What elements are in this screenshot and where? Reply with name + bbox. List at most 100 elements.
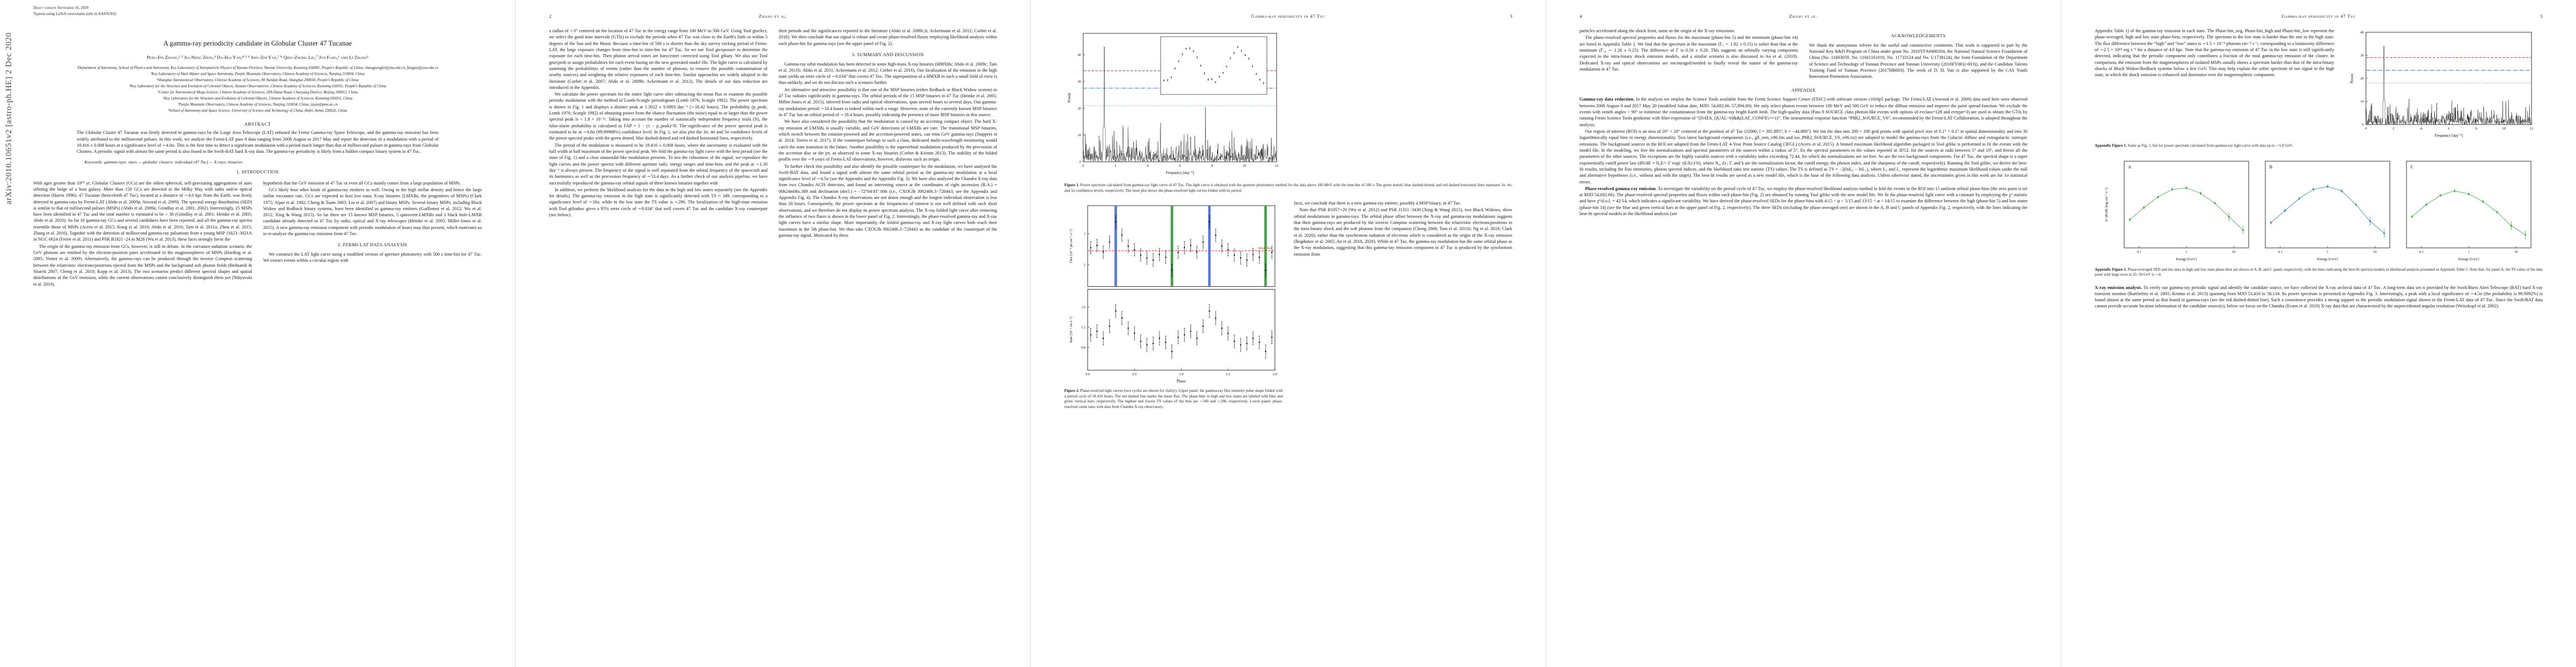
page2-left-column: a radius of ∼3° centered on the location… (549, 28, 768, 239)
running-title: Zhang et al. (759, 13, 788, 19)
svg-text:10: 10 (2514, 251, 2518, 254)
svg-text:1.6: 1.6 (1082, 306, 1086, 309)
figure1-power-spectrum-plot: 0 2 4 6 8 10 12 0 10 20 30 40 Frequency [day⁻¹] Power (1068, 33, 1278, 175)
page-4: 4 Zhang et al. particles accelerated alo… (1546, 0, 2061, 667)
appendix-subheading: X-ray emission analysis. (2095, 285, 2142, 290)
svg-text:0.8: 0.8 (1082, 346, 1086, 350)
svg-text:Frequency [day⁻¹]: Frequency [day⁻¹] (1165, 171, 1193, 175)
draft-version-line: Draft version September 16, 2020 (33, 6, 89, 10)
svg-text:2: 2 (1114, 165, 1116, 168)
body-paragraph: We construct the LAT light curve using a… (263, 252, 482, 263)
body-paragraph: To further check this possibility and al… (779, 163, 997, 238)
body-paragraph: The phase-resolved spectral properties a… (1580, 35, 1798, 72)
acknowledgements-text: We thank the anonymous referee for the u… (1809, 42, 2027, 79)
svg-text:1: 1 (2468, 251, 2470, 254)
svg-text:20: 20 (2360, 77, 2364, 81)
affiliation: ⁷Purple Mountain Observatory, Chinese Ac… (177, 103, 338, 107)
svg-text:10: 10 (2360, 101, 2364, 104)
appendix-figure2-sed-panels-plot: A 0.1 1 10 Energy [GeV] B 0.1 1 10 Energy [GeV] C 0… (2105, 161, 2532, 261)
figure2-folded-lightcurve-plot: mean flux 2 3 Flux [10⁻⁸ ph cm⁻² s⁻¹] 0.8 1.2… (1069, 205, 1277, 384)
section-heading-introduction: 1. INTRODUCTION (236, 169, 279, 175)
running-title: Zhang et al. (1789, 13, 1818, 19)
figure-1-container: 0 2 4 6 8 10 12 0 10 20 30 40 Frequency [day⁻¹] Power (1064, 29, 1283, 179)
body-paragraph: GCs likely host other kinds of gamma-ray… (263, 187, 482, 237)
body-paragraph: In addition, we perform the likelihood a… (549, 187, 768, 218)
svg-text:0.1: 0.1 (2278, 251, 2283, 254)
figure-2-label: Figure 2. (1064, 389, 1079, 394)
running-head: 4 Zhang et al. (1580, 13, 2027, 19)
appendix-figure-1-caption: Appendix Figure 1. Same as Fig. 1, but f… (2095, 143, 2293, 148)
draft-stamp: Draft version September 16, 2020 Typeset… (33, 5, 116, 17)
svg-text:0.5: 0.5 (1132, 372, 1137, 376)
body-paragraph: their periods and the significances repo… (779, 28, 997, 46)
author-list: Peng-Fei Zhang,¹ ² Jia-Neng Zhou,³ Da-Ha… (146, 54, 369, 61)
abstract-text: The Globular Cluster 47 Tucanae was firs… (77, 130, 439, 155)
affiliation: ⁶Key Laboratory for the Structure and Ev… (162, 97, 353, 101)
body-paragraph: hypothesis that the GeV emission of 47 T… (263, 180, 461, 186)
page3-left-column: mean flux 2 3 Flux [10⁻⁸ ph cm⁻² s⁻¹] 0.8 1.2… (1064, 200, 1283, 410)
svg-text:Energy [GeV]: Energy [GeV] (2176, 257, 2196, 261)
svg-text:0: 0 (1079, 161, 1081, 164)
svg-text:1.2: 1.2 (1082, 326, 1086, 330)
svg-text:8: 8 (1211, 165, 1213, 168)
svg-text:1: 1 (2327, 251, 2329, 254)
section-heading-summary: 3. SUMMARY AND DISCUSSION (851, 52, 924, 57)
figure-1-caption: Figure 1. Power spectrum calculated from… (1064, 183, 1513, 193)
body-paragraph: With ages greater than 10¹⁰ yr, Globular… (33, 180, 252, 242)
affiliation: ⁵Center for Astronomical Mega-Science, C… (157, 91, 358, 95)
svg-text:40: 40 (2360, 31, 2364, 34)
running-title: Gamma-ray periodicity in 47 Tuc (2281, 13, 2356, 19)
svg-text:12: 12 (1275, 165, 1278, 168)
svg-text:2: 2 (1084, 263, 1085, 267)
appendix-subheading: Phase-resolved gamma-ray emission. (1585, 186, 1657, 191)
body-paragraph: An alternative and attractive possibilit… (779, 87, 997, 118)
body-paragraph: The origin of the gamma-ray emission fro… (33, 243, 252, 287)
body-paragraph: facts, we conclude that there is a new g… (1294, 201, 1462, 206)
section-heading-data-analysis: 2. FERMI-LAT DATA ANALYSIS (337, 242, 407, 248)
svg-text:0: 0 (2365, 127, 2367, 131)
page-number: 4 (1580, 13, 1582, 19)
appendix-figure-1-container: 0 2 4 6 8 10 12 0 10 20 30 40 Frequency [day⁻¹] Power (2343, 28, 2543, 142)
svg-text:1: 1 (2186, 251, 2188, 254)
body-paragraph: a radius of ∼3° centered on the location… (549, 28, 768, 90)
appendix-figure-1-label: Appendix Figure 1. (2095, 143, 2127, 148)
svg-text:Phase: Phase (1177, 379, 1185, 384)
page1-right-column: hypothesis that the GeV emission of 47 T… (263, 180, 482, 288)
svg-text:A: A (2128, 165, 2131, 170)
appendix-figure1-power-spectrum-plot: 0 2 4 6 8 10 12 0 10 20 30 40 Frequency [day⁻¹] Power (2350, 31, 2533, 138)
svg-text:3: 3 (1084, 232, 1085, 236)
typeset-line: Typeset using LaTeX twocolumn style in A… (33, 11, 117, 16)
page-number: 5 (2540, 13, 2543, 19)
appendix-paragraph: Phase-resolved gamma-ray emission. To in… (1580, 186, 2027, 217)
svg-text:1.0: 1.0 (1179, 372, 1184, 376)
appendix-figure-2-caption: Appendix Figure 2. Phase-averaged SED an… (2095, 267, 2543, 277)
svg-text:6: 6 (1179, 165, 1180, 168)
svg-text:mean flux: mean flux (1258, 246, 1272, 250)
svg-text:10: 10 (1243, 165, 1246, 168)
svg-text:40: 40 (1078, 54, 1081, 57)
page3-right-column: facts, we conclude that there is a new g… (1294, 200, 1512, 410)
section-heading-acknowledgements: ACKNOWLEDGEMENTS (1891, 33, 1946, 38)
body-paragraph: Gamma-ray orbit modulation has been dete… (779, 61, 997, 86)
body-paragraph: We calculate the power spectrum for the … (549, 92, 768, 141)
affiliation: ⁴Key Laboratory for the Structure and Ev… (129, 84, 386, 89)
svg-text:0.0: 0.0 (1085, 372, 1090, 376)
keywords: Keywords: gamma-rays: stars — globular c… (84, 159, 243, 165)
figure-2-caption: Figure 2. Phase-resolved light curves (t… (1064, 389, 1283, 409)
running-head: Gamma-ray periodicity in 47 Tuc 5 (2095, 13, 2543, 19)
paper-title: A gamma-ray periodicity candidate in Glo… (163, 39, 352, 47)
arxiv-stamp: arXiv:2010.10651v2 [astro-ph.HE] 2 Dec 2… (4, 32, 13, 205)
svg-text:2.0: 2.0 (1273, 372, 1277, 376)
svg-text:Rate [10⁻³ cts s⁻¹]: Rate [10⁻³ cts s⁻¹] (1069, 317, 1073, 343)
svg-text:4: 4 (2420, 127, 2422, 131)
affiliation: ³Shanghai Astronomical Observatory, Chin… (157, 78, 358, 83)
running-title: Gamma-ray periodicity in 47 Tuc (1251, 13, 1326, 19)
svg-text:10: 10 (1078, 134, 1081, 137)
svg-text:10: 10 (2373, 251, 2376, 254)
svg-text:0: 0 (1082, 165, 1084, 168)
abstract-heading: ABSTRACT (244, 121, 271, 127)
svg-text:0.1: 0.1 (2137, 251, 2141, 254)
page-5: Gamma-ray periodicity in 47 Tuc 5 Append… (2061, 0, 2576, 667)
xray-analysis-paragraph: X-ray emission analysis. To verify our g… (2095, 285, 2543, 309)
